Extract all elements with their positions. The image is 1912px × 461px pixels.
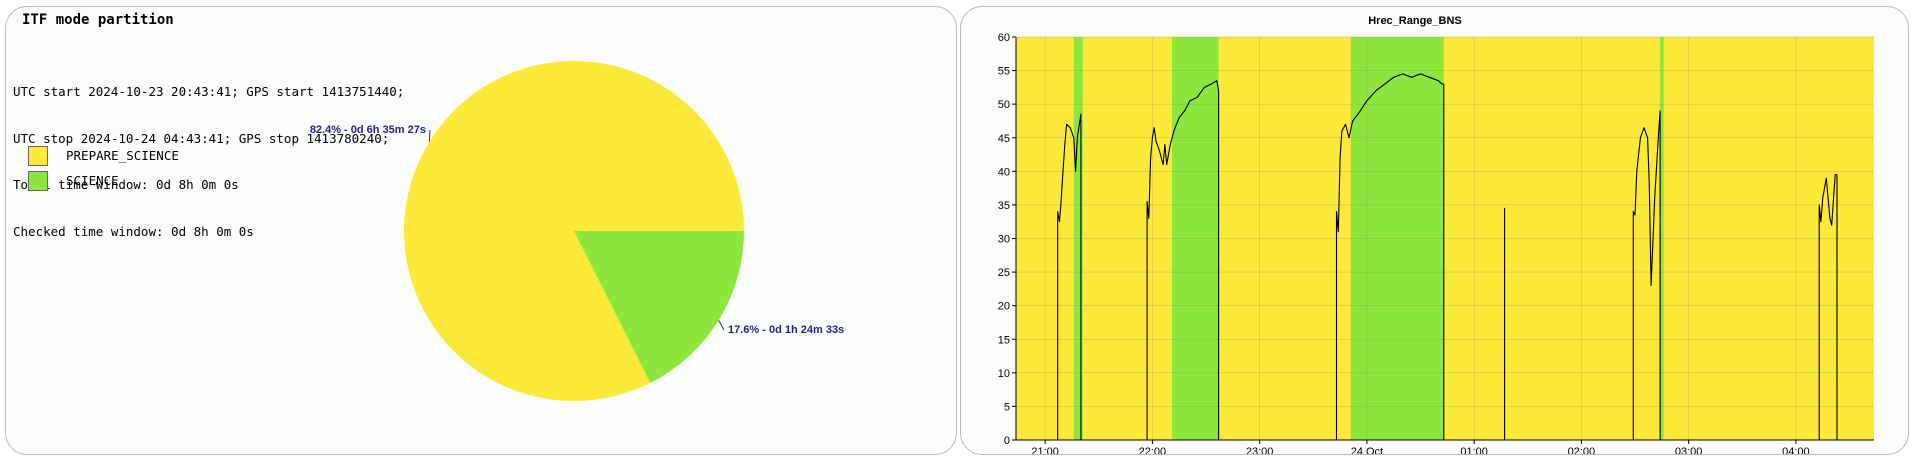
x-tick-label-7: 04:00 <box>1782 446 1810 455</box>
pie-slice-science <box>574 231 744 383</box>
pie-legend: PREPARE_SCIENCE SCIENCE <box>28 143 179 193</box>
time-window-info: UTC start 2024-10-23 20:43:41; GPS start… <box>13 53 404 270</box>
pie-label-prepare-science: 82.4% - 0d 6h 35m 27s <box>310 124 426 136</box>
y-tick-label-10: 10 <box>998 368 1010 380</box>
series-line-0 <box>1057 73 1838 441</box>
info-line-checked-window: Checked time window: 0d 8h 0m 0s <box>13 223 254 239</box>
x-tick-label-2: 23:00 <box>1246 446 1274 455</box>
pie-label-leader-prepare-science <box>428 129 431 142</box>
y-tick-label-25: 25 <box>998 267 1010 279</box>
y-tick-label-40: 40 <box>998 166 1010 178</box>
x-tick-label-1: 22:00 <box>1139 446 1167 455</box>
y-tick-label-5: 5 <box>1004 401 1010 413</box>
mode-partition-panel: ITF mode partition UTC start 2024-10-23 … <box>5 6 957 455</box>
legend-swatch-science <box>28 170 48 191</box>
legend-swatch-prepare-science <box>28 145 48 166</box>
x-tick-label-4: 01:00 <box>1460 446 1488 455</box>
info-line-utc-stop: UTC stop 2024-10-24 04:43:41; GPS stop 1… <box>13 130 390 146</box>
range-line-chart: Hrec_Range_BNS 0 5 10 15 20 25 30 35 40 45 50 55 60 21… <box>998 15 1874 455</box>
legend-item-science: SCIENCE <box>28 168 179 193</box>
y-tick-label-20: 20 <box>998 301 1010 313</box>
pie-slice-prepare-science <box>404 61 744 402</box>
y-tick-label-60: 60 <box>998 32 1010 44</box>
x-tick-label-5: 02:00 <box>1568 446 1596 455</box>
range-plot-panel: Hrec_Range_BNS 0 5 10 15 20 25 30 35 40 45 50 55 60 21… <box>960 6 1909 455</box>
y-tick-label-55: 55 <box>998 66 1010 78</box>
x-tick-label-3: 24 Oct <box>1351 446 1383 455</box>
y-tick-label-45: 45 <box>998 133 1010 145</box>
legend-label-prepare-science: PREPARE_SCIENCE <box>66 148 179 163</box>
x-tick-label-6: 03:00 <box>1675 446 1703 455</box>
pie-chart: 82.4% - 0d 6h 35m 27s 17.6% - 0d 1h 24m 3… <box>310 61 844 402</box>
y-tick-label-30: 30 <box>998 234 1010 246</box>
pie-label-leader-science <box>718 320 725 331</box>
pie-title: ITF mode partition <box>22 12 174 28</box>
legend-item-prepare-science: PREPARE_SCIENCE <box>28 143 179 168</box>
y-tick-label-50: 50 <box>998 99 1010 111</box>
y-tick-label-15: 15 <box>998 334 1010 346</box>
line-chart-title: Hrec_Range_BNS <box>1368 15 1462 27</box>
x-tick-label-0: 21:00 <box>1031 446 1059 455</box>
y-tick-label-0: 0 <box>1004 435 1010 447</box>
y-tick-label-35: 35 <box>998 200 1010 212</box>
legend-label-science: SCIENCE <box>66 173 119 188</box>
info-line-utc-start: UTC start 2024-10-23 20:43:41; GPS start… <box>13 84 405 99</box>
pie-label-science: 17.6% - 0d 1h 24m 33s <box>728 324 844 336</box>
